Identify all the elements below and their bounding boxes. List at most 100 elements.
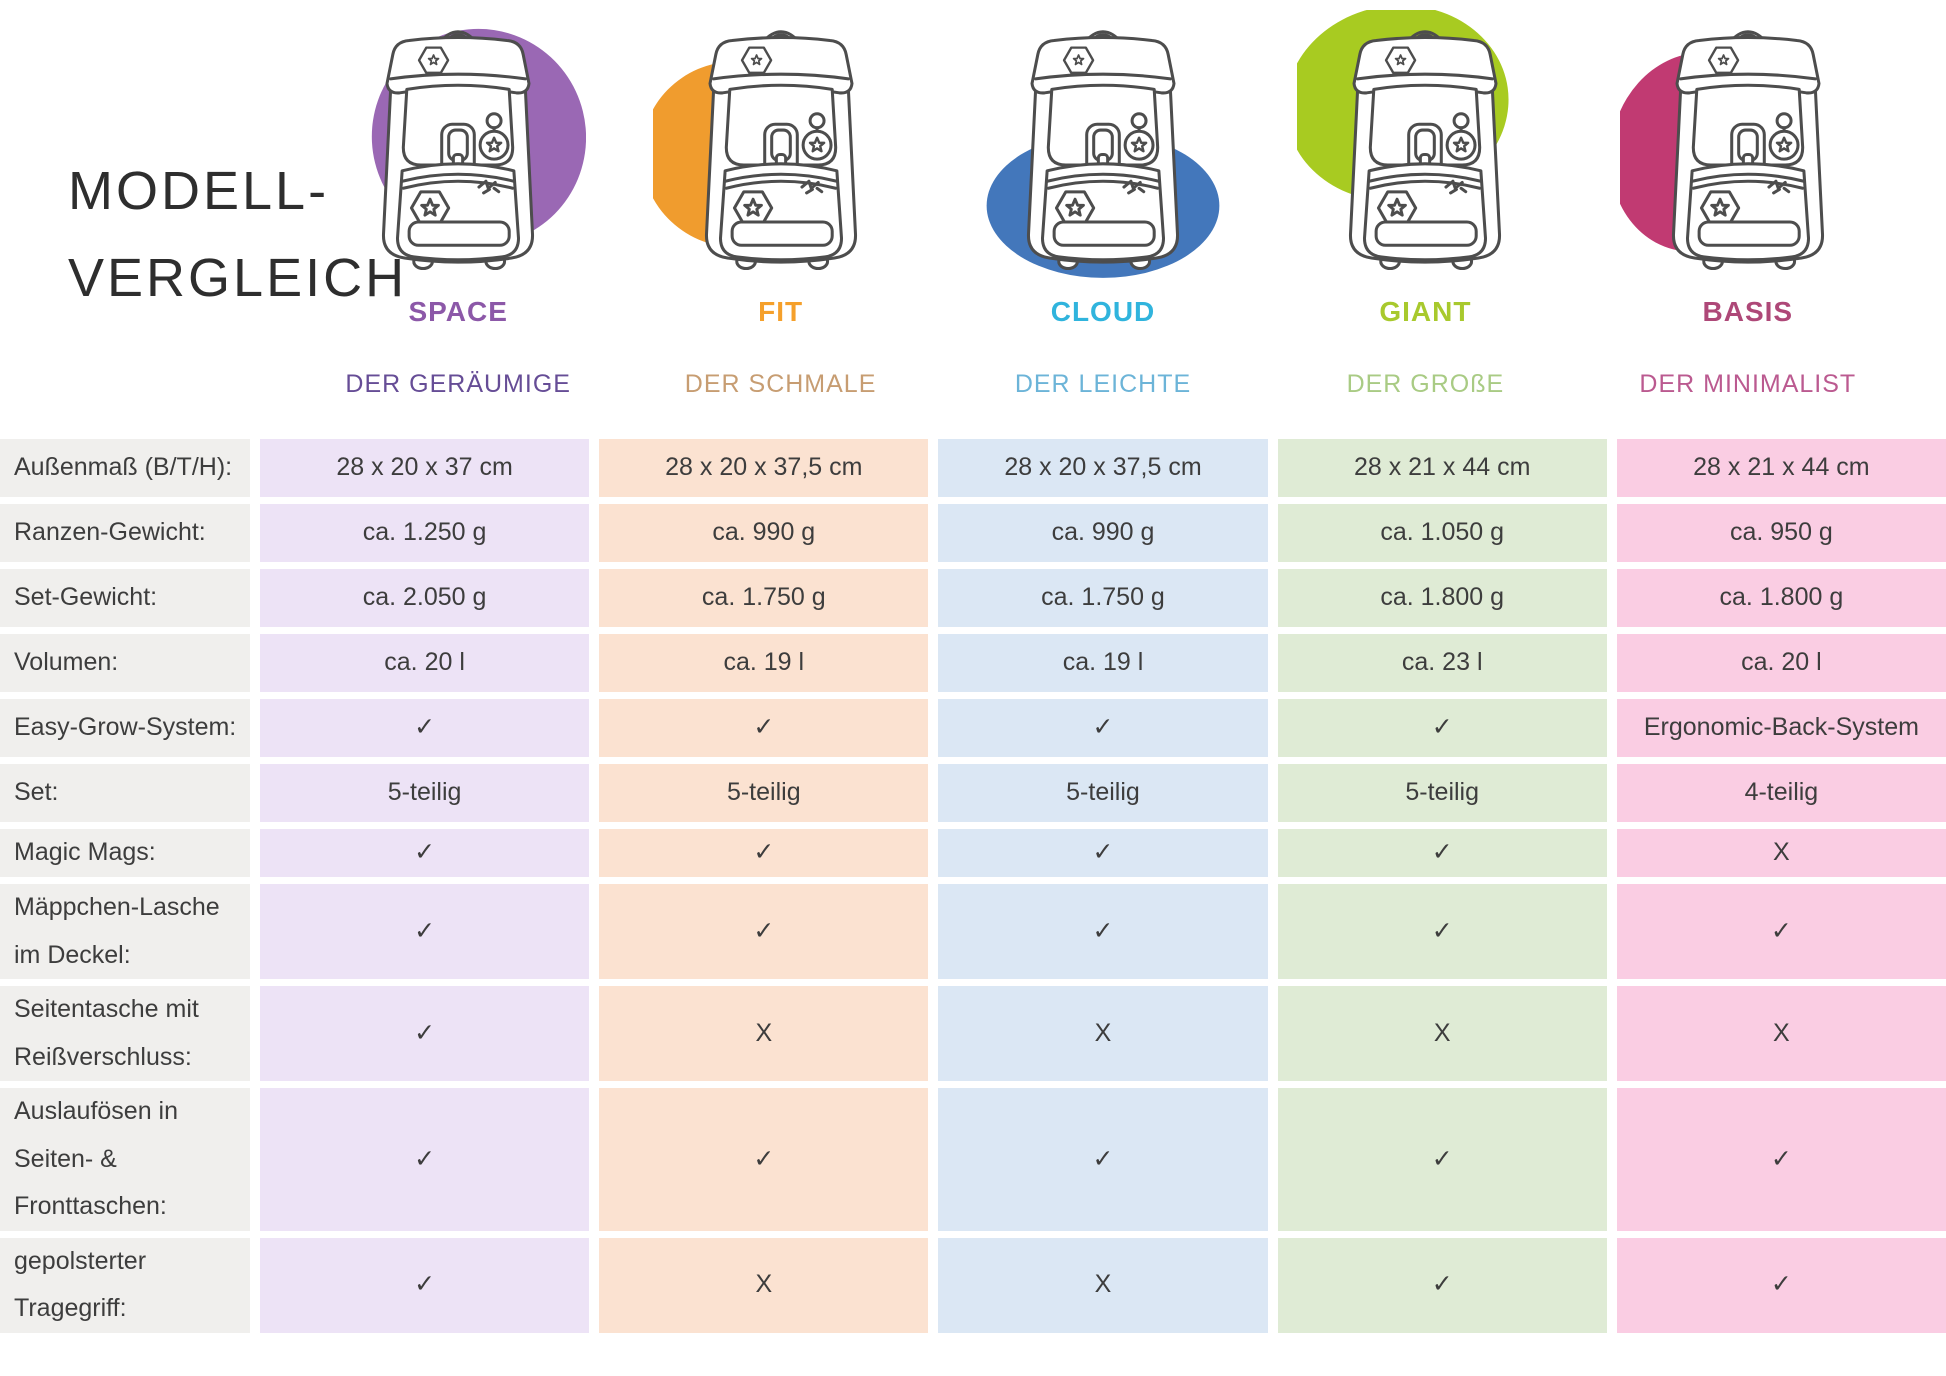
table-cell: 4-teilig <box>1616 764 1946 822</box>
table-cell: ✓ <box>938 829 1268 877</box>
row-label: Auslaufösen in Seiten- & Fronttaschen: <box>0 1088 250 1231</box>
page-title-line2: VERGLEICH <box>68 248 408 309</box>
table-cell: ca. 1.800 g <box>1616 569 1946 627</box>
table-cell: ✓ <box>599 1088 929 1231</box>
table-cell: ✓ <box>938 1088 1268 1231</box>
table-cell: 28 x 20 x 37,5 cm <box>938 439 1268 497</box>
row-label: gepolsterter Tragegriff: <box>0 1237 250 1333</box>
table-cell: X <box>938 1237 1268 1333</box>
table-cell: ca. 1.750 g <box>599 569 929 627</box>
model-name-basis: BASIS <box>1702 296 1794 327</box>
row-label: Volumen: <box>0 634 250 692</box>
row-label: Seitentasche mit Reißverschluss: <box>0 986 250 1081</box>
table-cell: ✓ <box>938 884 1268 979</box>
table-row-maeppchen-lasche: Mäppchen-Lasche im Deckel: ✓ ✓ ✓ ✓ ✓ <box>0 884 1946 979</box>
table-cell: 28 x 20 x 37,5 cm <box>599 439 929 497</box>
backpack-cloud-icon <box>986 10 1220 278</box>
table-cell: ca. 990 g <box>599 504 929 562</box>
model-header-basis: BASIS DER MINIMALIST <box>1592 10 1904 399</box>
table-cell: 28 x 20 x 37 cm <box>260 439 590 497</box>
row-label: Easy-Grow-System: <box>0 699 250 757</box>
table-cell: ✓ <box>260 1088 590 1231</box>
table-cell: ca. 1.750 g <box>938 569 1268 627</box>
row-label: Magic Mags: <box>0 829 250 877</box>
model-header-cloud: CLOUD DER LEICHTE <box>947 10 1259 399</box>
table-cell: ca. 1.050 g <box>1277 504 1607 562</box>
table-cell: ca. 1.250 g <box>260 504 590 562</box>
table-cell: ✓ <box>1616 1088 1946 1231</box>
model-subtitle-fit: DER SCHMALE <box>684 370 877 398</box>
table-cell: X <box>599 986 929 1081</box>
table-cell: ✓ <box>260 1237 590 1333</box>
table-cell: ✓ <box>260 829 590 877</box>
comparison-table: Außenmaß (B/T/H): 28 x 20 x 37 cm 28 x 2… <box>0 439 1946 1333</box>
table-cell: ca. 20 l <box>260 634 590 692</box>
table-row-aussenmass: Außenmaß (B/T/H): 28 x 20 x 37 cm 28 x 2… <box>0 439 1946 497</box>
table-cell: ✓ <box>1616 884 1946 979</box>
table-cell: ✓ <box>1277 699 1607 757</box>
table-row-tragegriff: gepolsterter Tragegriff: ✓ X X ✓ ✓ <box>0 1237 1946 1333</box>
table-cell: 5-teilig <box>599 764 929 822</box>
table-row-easy-grow-system: Easy-Grow-System: ✓ ✓ ✓ ✓ Ergonomic-Back… <box>0 699 1946 757</box>
row-label: Set: <box>0 764 250 822</box>
model-name-fit: FIT <box>758 296 804 327</box>
table-cell: ✓ <box>938 699 1268 757</box>
table-cell: ✓ <box>1277 884 1607 979</box>
table-row-seitentasche: Seitentasche mit Reißverschluss: ✓ X X X… <box>0 986 1946 1081</box>
table-cell: ✓ <box>599 829 929 877</box>
table-cell: ca. 1.800 g <box>1277 569 1607 627</box>
table-cell: ca. 19 l <box>938 634 1268 692</box>
backpack-basis-icon <box>1619 10 1876 292</box>
model-header-giant: GIANT DER GROßE <box>1269 10 1581 399</box>
table-cell: 5-teilig <box>260 764 590 822</box>
model-subtitle-basis: DER MINIMALIST <box>1639 370 1857 398</box>
table-cell: X <box>1616 986 1946 1081</box>
row-label: Mäppchen-Lasche im Deckel: <box>0 884 250 979</box>
table-cell: ✓ <box>260 699 590 757</box>
table-cell: 5-teilig <box>1277 764 1607 822</box>
row-label: Set-Gewicht: <box>0 569 250 627</box>
table-cell: ✓ <box>1277 1237 1607 1333</box>
table-cell: X <box>599 1237 929 1333</box>
model-subtitle-giant: DER GROßE <box>1346 370 1505 398</box>
table-cell: ca. 2.050 g <box>260 569 590 627</box>
table-cell: Ergonomic-Back-System <box>1616 699 1946 757</box>
table-cell: X <box>1277 986 1607 1081</box>
table-row-ranzen-gewicht: Ranzen-Gewicht: ca. 1.250 g ca. 990 g ca… <box>0 504 1946 562</box>
model-header-space: SPACE DER GERÄUMIGE <box>302 10 614 399</box>
table-cell: 28 x 21 x 44 cm <box>1277 439 1607 497</box>
backpack-giant-icon <box>1297 10 1509 292</box>
table-cell: ca. 23 l <box>1277 634 1607 692</box>
table-row-set-gewicht: Set-Gewicht: ca. 2.050 g ca. 1.750 g ca.… <box>0 569 1946 627</box>
table-cell: ca. 20 l <box>1616 634 1946 692</box>
table-cell: ca. 950 g <box>1616 504 1946 562</box>
model-subtitle-space: DER GERÄUMIGE <box>345 370 571 398</box>
table-cell: X <box>1616 829 1946 877</box>
row-label: Außenmaß (B/T/H): <box>0 439 250 497</box>
backpack-space-icon <box>372 28 587 292</box>
model-header-fit: FIT DER SCHMALE <box>624 10 936 399</box>
table-cell: ✓ <box>599 884 929 979</box>
table-cell: ca. 990 g <box>938 504 1268 562</box>
table-row-set: Set: 5-teilig 5-teilig 5-teilig 5-teilig… <box>0 764 1946 822</box>
table-cell: ca. 19 l <box>599 634 929 692</box>
table-cell: ✓ <box>260 884 590 979</box>
table-cell: ✓ <box>599 699 929 757</box>
table-cell: ✓ <box>260 986 590 1081</box>
table-cell: 28 x 21 x 44 cm <box>1616 439 1946 497</box>
backpack-fit-icon <box>652 10 909 292</box>
table-row-volumen: Volumen: ca. 20 l ca. 19 l ca. 19 l ca. … <box>0 634 1946 692</box>
model-name-cloud: CLOUD <box>1050 296 1156 327</box>
table-cell: ✓ <box>1277 1088 1607 1231</box>
model-name-giant: GIANT <box>1379 296 1472 327</box>
table-cell: ✓ <box>1277 829 1607 877</box>
table-cell: ✓ <box>1616 1237 1946 1333</box>
model-subtitle-cloud: DER LEICHTE <box>1014 370 1192 398</box>
table-cell: X <box>938 986 1268 1081</box>
page-title-line1: MODELL- <box>68 161 330 221</box>
model-name-space: SPACE <box>408 296 508 327</box>
table-cell: 5-teilig <box>938 764 1268 822</box>
row-label: Ranzen-Gewicht: <box>0 504 250 562</box>
header: MODELL- VERGLEICH SPACE DER GERÄUMIGE FI… <box>0 0 1946 399</box>
